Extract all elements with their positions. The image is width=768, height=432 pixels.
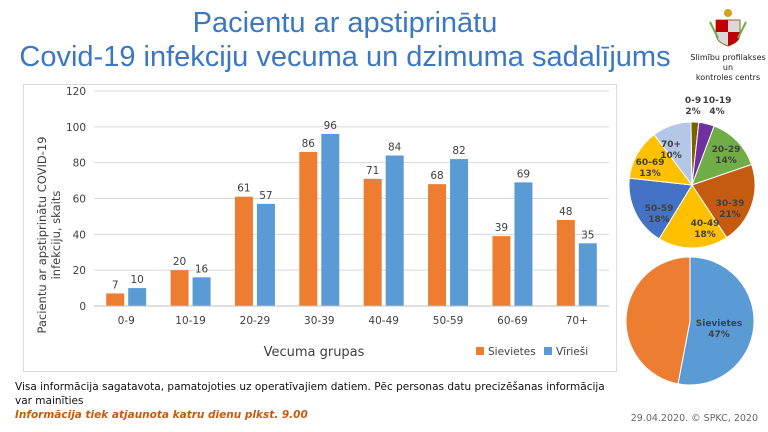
y-tick-label: 100 <box>66 122 86 134</box>
pie-slice-label: 40-49 <box>691 219 720 229</box>
pie-slice-percent: 2% <box>685 107 700 117</box>
bar-value-label: 69 <box>517 168 530 180</box>
pie-slice-Sievietes <box>625 256 691 385</box>
bar-chart-panel: 7 10 20 16 61 57 86 96 71 84 68 82 39 69 48 35 0 20 40 60 8… <box>23 84 617 372</box>
bar-male-20-29 <box>256 203 275 306</box>
x-tick-label: 60-69 <box>497 315 528 327</box>
pie-slice-50-59 <box>628 177 693 240</box>
x-tick-label: 0-9 <box>118 315 135 327</box>
bar-female-40-49 <box>363 178 382 306</box>
bar-male-70+ <box>578 243 597 306</box>
pie-slice-percent: 18% <box>694 230 716 240</box>
bar-female-20-29 <box>234 196 253 306</box>
bar-female-70+ <box>556 220 575 306</box>
bar-value-label: 86 <box>302 138 316 150</box>
bar-male-30-39 <box>321 134 340 306</box>
pie-slice-percent: 21% <box>719 210 741 220</box>
y-tick-label: 0 <box>79 301 86 313</box>
pie-slice-label: 20-29 <box>712 145 741 155</box>
x-tick-label: 20-29 <box>240 315 271 327</box>
bar-value-label: 82 <box>452 145 465 157</box>
pie-slice-label: Sievietes <box>696 319 743 329</box>
bar-value-label: 84 <box>388 142 402 154</box>
pie-slice-percent: 13% <box>639 169 661 179</box>
bar-value-label: 10 <box>131 274 144 286</box>
update-note: Informācija tiek atjaunota katru dienu p… <box>15 409 308 421</box>
page-title-line2: Covid-19 infekciju vecuma un dzimuma sad… <box>19 41 671 73</box>
logo-text-line1: Slimību profilakses un <box>690 53 766 72</box>
bar-value-label: 35 <box>581 229 594 241</box>
pie-slice-label: 50-59 <box>645 204 674 214</box>
bar-male-50-59 <box>450 159 469 306</box>
bar-male-60-69 <box>514 182 533 306</box>
bar-male-0-9 <box>128 288 147 306</box>
y-tick-label: 60 <box>73 194 86 206</box>
bar-value-label: 96 <box>324 120 338 132</box>
pie-slice-Vīrieši <box>677 256 755 386</box>
bar-female-50-59 <box>428 184 447 306</box>
page-title-line1: Pacientu ar apstiprinātu <box>192 7 498 39</box>
x-tick-label: 40-49 <box>368 315 399 327</box>
pie-slice-30-39 <box>691 163 756 239</box>
legend-swatch-male <box>544 347 552 355</box>
x-tick-label: 50-59 <box>433 315 464 327</box>
bar-value-label: 68 <box>430 170 443 182</box>
y-axis-label-line2: infekciju, skaits <box>49 191 63 280</box>
pie-slice-label: 70+ <box>661 140 681 150</box>
data-disclaimer: Visa informācija sagatavota, pamatojotie… <box>15 381 605 407</box>
legend-swatch-female <box>476 347 484 355</box>
pie-slice-percent: 10% <box>660 151 682 161</box>
x-axis-label: Vecuma grupas <box>264 345 365 360</box>
legend-label-female: Sievietes <box>488 346 536 358</box>
pie-slice-percent: 18% <box>648 215 670 225</box>
bar-male-40-49 <box>385 155 404 306</box>
pie-slice-20-29 <box>691 125 753 186</box>
pie-slice-percent: 47% <box>708 330 730 340</box>
pie-slice-label: 0-9 <box>685 96 701 106</box>
y-axis-label-line1: Pacientu ar apstiprinātu COVID-19 <box>35 136 49 333</box>
pie-slice-70+ <box>653 121 693 187</box>
pie-slice-label: 60-69 <box>636 158 665 168</box>
coat-of-arms-icon <box>709 9 747 47</box>
pie-slice-40-49 <box>658 184 728 248</box>
bar-value-label: 16 <box>195 263 209 275</box>
bar-value-label: 39 <box>495 222 508 234</box>
pie-slice-percent: 4% <box>709 107 724 117</box>
legend-label-male: Vīrieši <box>556 346 588 358</box>
y-tick-label: 80 <box>73 158 86 170</box>
bar-chart: 7 10 20 16 61 57 86 96 71 84 68 82 39 69 48 35 0 20 40 60 8… <box>35 86 609 360</box>
x-tick-label: 10-19 <box>175 315 206 327</box>
bar-value-label: 61 <box>237 183 250 195</box>
legend: Sievietes Vīrieši <box>476 346 588 358</box>
date-credit: 29.04.2020. © SPKC, 2020 <box>630 413 758 424</box>
bar-value-label: 48 <box>559 206 572 218</box>
pie-slice-label: 10-19 <box>703 96 732 106</box>
age-pie-chart: 0-92%10-194%20-2914%30-3921%40-4918%50-5… <box>628 96 756 248</box>
bar-value-label: 20 <box>173 256 186 268</box>
x-tick-label: 30-39 <box>304 315 335 327</box>
pie-slice-label: 30-39 <box>716 199 745 209</box>
spkc-logo: Slimību profilakses un kontroles centrs <box>688 8 768 83</box>
bar-female-30-39 <box>299 151 318 306</box>
bar-male-10-19 <box>192 277 211 306</box>
y-tick-label: 120 <box>66 86 86 98</box>
bar-value-label: 7 <box>112 279 119 291</box>
bar-value-label: 71 <box>366 165 379 177</box>
bar-female-0-9 <box>106 293 125 306</box>
bar-value-label: 57 <box>259 190 272 202</box>
y-tick-label: 20 <box>73 265 86 277</box>
x-tick-label: 70+ <box>566 315 588 327</box>
y-tick-label: 40 <box>73 229 86 241</box>
logo-text-line2: kontroles centrs <box>695 73 761 82</box>
pie-slice-percent: 14% <box>715 156 737 166</box>
bar-female-10-19 <box>170 270 189 306</box>
bar-female-60-69 <box>492 236 511 306</box>
